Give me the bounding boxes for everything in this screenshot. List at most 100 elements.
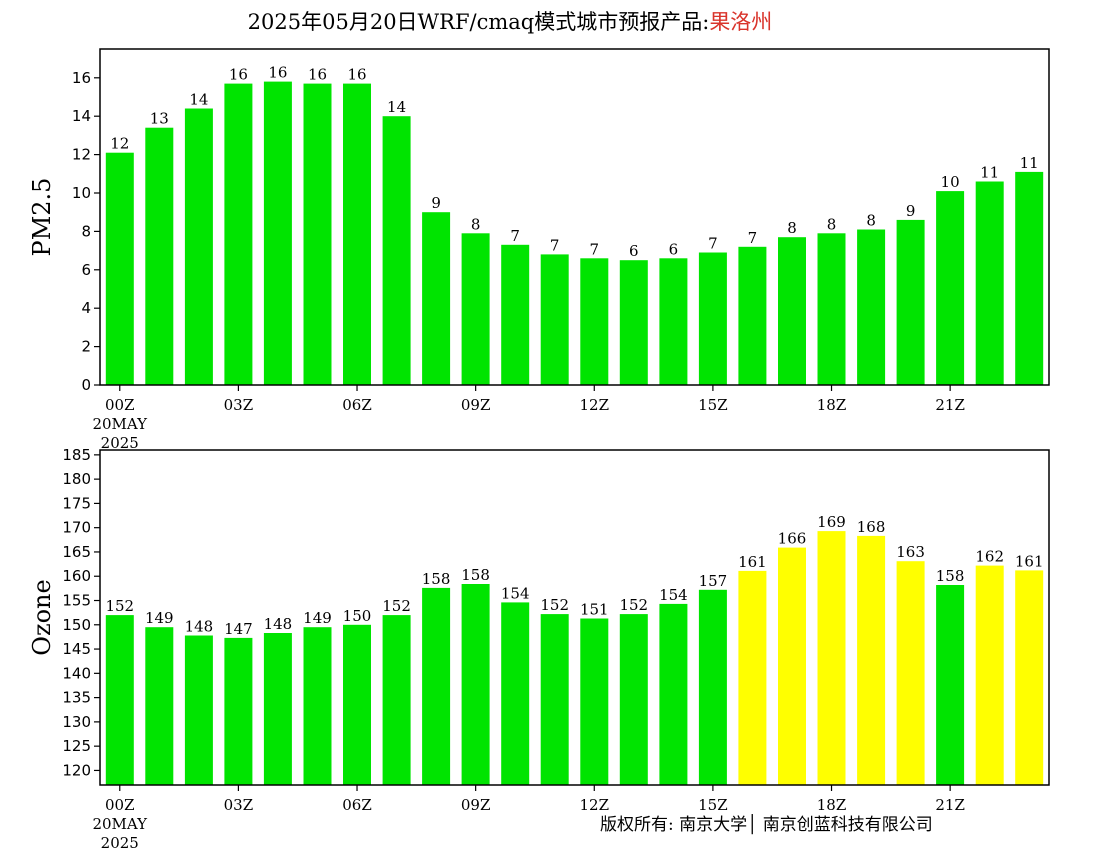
chart1-bar	[105, 152, 134, 385]
chart1-bar	[580, 258, 609, 385]
chart2-y-tick-label: 130	[62, 713, 91, 731]
chart1-bar	[975, 181, 1004, 385]
chart1-x-date-label: 20MAY	[92, 415, 148, 433]
chart2-x-tick-label: 15Z	[698, 796, 728, 814]
chart2-x-tick-label: 06Z	[342, 796, 372, 814]
chart2-data-label: 149	[145, 609, 174, 627]
chart2-data-label: 168	[857, 518, 886, 536]
chart1-data-label: 8	[471, 215, 481, 233]
chart1-bar	[778, 237, 806, 385]
chart1-bar	[619, 260, 648, 385]
chart1-data-label: 16	[229, 66, 248, 84]
chart2-data-label: 152	[105, 597, 134, 615]
chart1-data-label: 7	[590, 240, 600, 258]
chart1-data-label: 9	[431, 194, 441, 212]
chart1-data-label: 14	[387, 98, 406, 116]
chart1-x-date-label: 2025	[101, 434, 139, 452]
chart2-x-tick-label: 12Z	[580, 796, 610, 814]
chart2-y-tick-label: 140	[62, 664, 91, 682]
chart1-data-label: 8	[827, 215, 837, 233]
chart-title-city: 果洛州	[709, 10, 773, 34]
chart1-x-tick-label: 09Z	[461, 396, 491, 414]
chart2-bar	[501, 602, 530, 785]
chart1-bar	[224, 83, 253, 385]
chart2-bar	[698, 589, 727, 785]
chart2-bar	[936, 585, 965, 785]
chart2-data-label: 152	[619, 596, 648, 614]
chart1-bar	[540, 254, 569, 385]
chart1-bar	[896, 219, 925, 385]
chart1-y-tick-label: 10	[72, 184, 91, 202]
chart1-bar	[936, 191, 965, 385]
chart2-data-label: 158	[936, 567, 965, 585]
chart2-bar	[857, 535, 886, 785]
chart1-bar	[738, 246, 767, 385]
chart1-x-tick-label: 06Z	[342, 396, 372, 414]
chart2-bar	[817, 531, 846, 785]
chart2-y-tick-label: 185	[62, 446, 91, 464]
chart2-x-tick-label: 03Z	[224, 796, 254, 814]
chart1-y-axis-label: PM2.5	[28, 178, 56, 257]
chart1-bar	[184, 108, 213, 385]
chart-title: 2025年05月20日WRF/cmaq模式城市预报产品:果洛州	[0, 6, 1020, 36]
chart-title-text: 2025年05月20日WRF/cmaq模式城市预报产品:	[247, 10, 710, 34]
chart2-y-tick-label: 180	[62, 470, 91, 488]
chart1-bar	[1015, 171, 1044, 385]
chart2-bar	[738, 570, 767, 785]
chart2-data-label: 150	[343, 607, 372, 625]
chart2-bar	[778, 547, 806, 785]
chart1-x-tick-label: 15Z	[698, 396, 728, 414]
chart2-y-tick-label: 160	[62, 567, 91, 585]
chart2-frame	[99, 449, 1050, 786]
chart2-y-axis-label: Ozone	[28, 579, 56, 655]
chart2-data-label: 148	[264, 615, 293, 633]
chart2-bar	[1015, 570, 1044, 785]
chart2-bar	[224, 637, 253, 785]
chart2-bar	[461, 584, 490, 785]
chart1-y-tick-label: 8	[81, 222, 91, 240]
chart2-bar	[145, 627, 174, 785]
chart1-bar	[698, 252, 727, 385]
chart2-y-tick-label: 175	[62, 494, 91, 512]
chart2-x-date-label: 20MAY	[92, 815, 148, 833]
chart1-x-tick-label: 03Z	[224, 396, 254, 414]
chart1-bar	[343, 83, 371, 385]
chart2-bar	[896, 561, 925, 785]
chart1-data-label: 7	[510, 227, 520, 245]
chart1-bar	[263, 81, 292, 385]
chart1-bar	[461, 233, 490, 385]
chart1-y-tick-label: 6	[81, 261, 91, 279]
chart2-bar	[343, 624, 371, 785]
chart2-data-label: 158	[461, 566, 490, 584]
chart1-data-label: 8	[787, 219, 797, 237]
chart1-y-tick-label: 14	[72, 107, 91, 125]
chart2-x-tick-label: 00Z	[105, 796, 135, 814]
chart1-frame	[99, 48, 1050, 386]
chart1-x-tick-label: 21Z	[935, 396, 965, 414]
chart2-data-label: 169	[817, 513, 846, 531]
chart2-data-label: 152	[540, 596, 569, 614]
chart2-data-label: 166	[778, 530, 807, 548]
chart1-x-tick-label: 18Z	[817, 396, 847, 414]
chart2-data-label: 152	[382, 597, 411, 615]
chart1-y-tick-label: 0	[81, 376, 91, 394]
chart2-data-label: 149	[303, 609, 332, 627]
chart2-data-label: 163	[896, 543, 925, 561]
chart1-data-label: 13	[150, 110, 169, 128]
chart2-data-label: 162	[975, 548, 1004, 566]
chart2-y-tick-label: 170	[62, 519, 91, 537]
chart1-data-label: 9	[906, 202, 916, 220]
chart2-y-tick-label: 125	[62, 737, 91, 755]
chart1-data-label: 6	[629, 242, 639, 260]
chart1-data-label: 16	[308, 66, 327, 84]
chart2-data-label: 154	[659, 586, 688, 604]
chart2-bar	[422, 587, 451, 785]
chart2-data-label: 148	[185, 618, 214, 636]
chart2-y-tick-label: 135	[62, 689, 91, 707]
chart2-y-tick-label: 145	[62, 640, 91, 658]
chart1-y-tick-label: 4	[81, 299, 91, 317]
chart1-bar	[145, 127, 174, 385]
chart2-y-tick-label: 120	[62, 761, 91, 779]
chart1-y-tick-label: 16	[72, 69, 91, 87]
